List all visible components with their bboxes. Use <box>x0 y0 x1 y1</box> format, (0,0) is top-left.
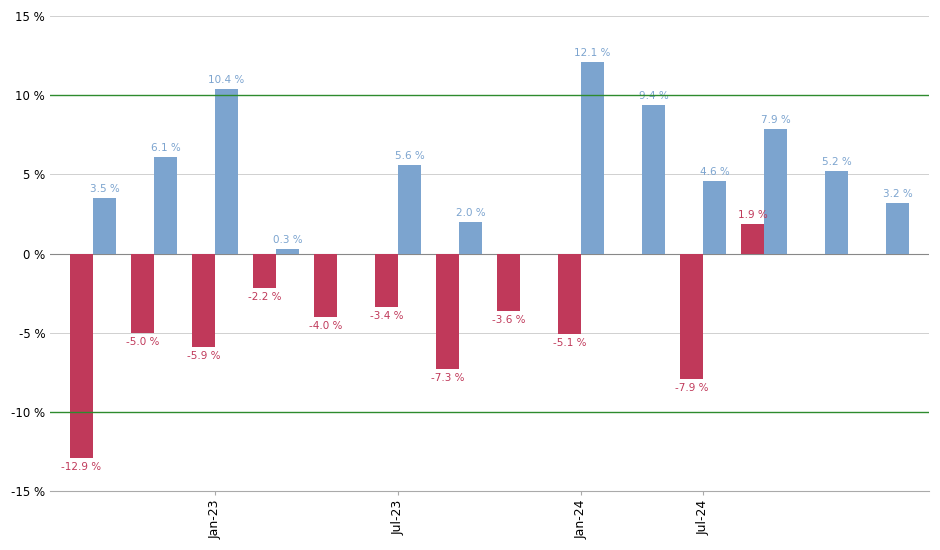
Text: 5.6 %: 5.6 % <box>395 151 425 161</box>
Text: -5.1 %: -5.1 % <box>553 338 587 348</box>
Bar <box>314 254 337 317</box>
Text: -3.6 %: -3.6 % <box>492 315 525 324</box>
Text: -12.9 %: -12.9 % <box>61 462 102 472</box>
Bar <box>886 203 909 254</box>
Text: 0.3 %: 0.3 % <box>273 235 303 245</box>
Bar <box>557 254 581 334</box>
Text: 2.0 %: 2.0 % <box>456 208 485 218</box>
Bar <box>253 254 276 288</box>
Text: -2.2 %: -2.2 % <box>247 293 281 303</box>
Text: 9.4 %: 9.4 % <box>639 91 668 101</box>
Bar <box>276 249 299 254</box>
Bar <box>215 89 238 254</box>
Text: -7.3 %: -7.3 % <box>431 373 464 383</box>
Bar <box>703 181 727 254</box>
Bar <box>825 171 848 254</box>
Text: 12.1 %: 12.1 % <box>574 48 611 58</box>
Bar <box>497 254 520 311</box>
Text: 10.4 %: 10.4 % <box>209 75 244 85</box>
Text: -5.9 %: -5.9 % <box>186 351 220 361</box>
Text: 3.5 %: 3.5 % <box>89 184 119 194</box>
Bar <box>459 222 482 254</box>
Bar <box>192 254 215 347</box>
Bar <box>764 129 788 254</box>
Text: -4.0 %: -4.0 % <box>308 321 342 331</box>
Bar <box>375 254 398 307</box>
Text: 4.6 %: 4.6 % <box>699 167 729 177</box>
Bar <box>398 165 421 254</box>
Text: -3.4 %: -3.4 % <box>369 311 403 321</box>
Bar <box>741 223 764 254</box>
Text: 3.2 %: 3.2 % <box>883 189 913 199</box>
Bar <box>93 198 116 254</box>
Bar <box>70 254 93 458</box>
Text: -5.0 %: -5.0 % <box>126 337 159 346</box>
Text: -7.9 %: -7.9 % <box>675 383 708 393</box>
Text: 6.1 %: 6.1 % <box>150 143 180 153</box>
Text: 1.9 %: 1.9 % <box>738 210 767 219</box>
Bar <box>680 254 703 378</box>
Bar <box>436 254 459 369</box>
Text: 5.2 %: 5.2 % <box>822 157 852 167</box>
Bar <box>581 62 604 254</box>
Bar <box>131 254 154 333</box>
Bar <box>642 104 666 254</box>
Bar <box>154 157 177 254</box>
Text: 7.9 %: 7.9 % <box>760 114 791 124</box>
